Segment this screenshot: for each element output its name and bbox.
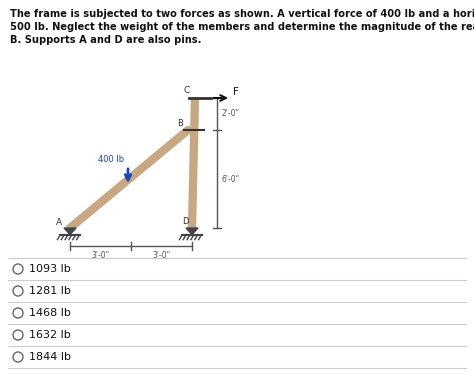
Text: A: A — [56, 218, 62, 227]
Text: F: F — [233, 87, 239, 97]
Text: 6'-0": 6'-0" — [222, 174, 240, 184]
Text: C: C — [184, 86, 190, 95]
Text: 1281 lb: 1281 lb — [29, 286, 71, 296]
Text: 1844 lb: 1844 lb — [29, 352, 71, 362]
Text: 1632 lb: 1632 lb — [29, 330, 71, 340]
Polygon shape — [186, 228, 198, 235]
Text: B. Supports A and D are also pins.: B. Supports A and D are also pins. — [10, 35, 201, 45]
Text: The frame is subjected to two forces as shown. A vertical force of 400 lb and a : The frame is subjected to two forces as … — [10, 9, 474, 19]
Text: 500 lb. Neglect the weight of the members and determine the magnitude of the rea: 500 lb. Neglect the weight of the member… — [10, 22, 474, 32]
Text: 1093 lb: 1093 lb — [29, 264, 71, 274]
Text: 3'-0": 3'-0" — [152, 251, 170, 260]
Polygon shape — [64, 228, 76, 235]
Text: 1468 lb: 1468 lb — [29, 308, 71, 318]
Text: 2'-0": 2'-0" — [222, 109, 240, 119]
Text: 400 lb: 400 lb — [98, 155, 124, 164]
Text: 3'-0": 3'-0" — [91, 251, 109, 260]
Text: B: B — [177, 119, 183, 128]
Text: D: D — [182, 217, 189, 227]
